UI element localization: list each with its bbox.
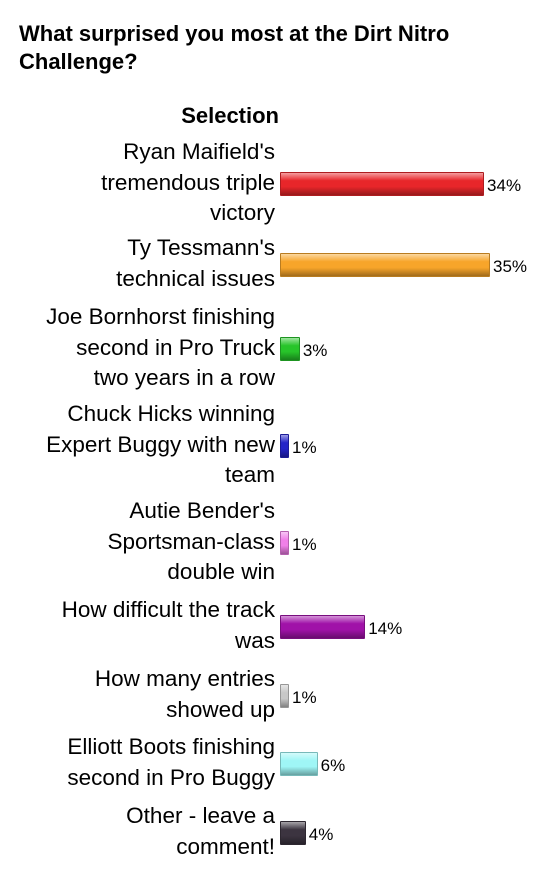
option-label-line: Autie Bender's [129, 498, 275, 523]
option-label-line: Other - leave a [126, 803, 275, 828]
result-row: How difficult the track was 14% [0, 595, 554, 656]
option-label-line: Expert Buggy with new [46, 431, 275, 457]
result-row: Elliott Boots finishing second in Pro Bug… [0, 732, 554, 793]
option-label-line: Ryan Maifield's [123, 139, 275, 164]
option-label: Autie Bender's Sportsman-class double win [0, 496, 275, 588]
option-label-line: technical issues [116, 265, 275, 291]
result-percentage: 4% [308, 824, 334, 844]
result-row: How many entries showed up 1% [0, 664, 554, 725]
result-bar [280, 433, 289, 458]
result-bar [280, 751, 318, 776]
option-label-line: second in Pro Buggy [67, 764, 275, 790]
option-label: Joe Bornhorst finishing second in Pro Tru… [0, 302, 275, 394]
option-label-line: comment! [176, 833, 275, 859]
result-row: Other - leave a comment! 4% [0, 801, 554, 862]
result-percentage: 1% [292, 687, 317, 707]
result-percentage: 14% [368, 618, 403, 638]
option-label-line: Sportsman-class [107, 528, 275, 554]
result-row: Ty Tessmann's technical issues 35% [0, 233, 554, 294]
result-row: Ryan Maifield's tremendous triple victory 3… [0, 137, 554, 229]
result-bar [280, 820, 306, 845]
option-label: Chuck Hicks winning Expert Buggy with new… [0, 399, 275, 491]
result-row: Joe Bornhorst finishing second in Pro Tru… [0, 302, 554, 394]
result-percentage: 34% [487, 175, 522, 195]
result-percentage: 6% [320, 755, 346, 775]
option-label-line: team [224, 462, 275, 487]
option-label-line: double win [167, 559, 275, 584]
option-label-line: tremendous triple [101, 169, 275, 195]
option-label: How many entries showed up [0, 664, 275, 725]
result-bar [280, 530, 289, 555]
result-bar [280, 336, 300, 361]
option-label-line: Joe Bornhorst finishing [46, 304, 275, 329]
option-label: Elliott Boots finishing second in Pro Bug… [0, 732, 275, 793]
result-row: Chuck Hicks winning Expert Buggy with new… [0, 399, 554, 491]
option-label: Ty Tessmann's technical issues [0, 233, 275, 294]
result-percentage: 1% [292, 534, 317, 554]
result-bar [280, 614, 366, 639]
option-label-line: How many entries [94, 666, 275, 691]
poll-title: What surprised you most at the Dirt Nitr… [19, 21, 450, 74]
option-label: Other - leave a comment! [0, 801, 275, 862]
result-percentage: 1% [292, 437, 317, 457]
option-label-line: Ty Tessmann's [127, 235, 275, 260]
result-bar [280, 683, 289, 708]
option-label-line: two years in a row [93, 365, 275, 390]
option-label-line: showed up [166, 696, 275, 722]
option-label-line: was [234, 627, 275, 653]
option-label-line: Chuck Hicks winning [67, 401, 275, 426]
selection-column-header: Selection [181, 103, 279, 128]
option-label-line: How difficult the track [61, 597, 275, 622]
result-bar [280, 252, 490, 277]
result-bar [280, 171, 485, 196]
result-row: Autie Bender's Sportsman-class double win 1… [0, 496, 554, 588]
option-label-line: second in Pro Truck [76, 334, 275, 360]
result-percentage: 3% [302, 340, 328, 360]
option-label-line: Elliott Boots finishing [67, 734, 275, 759]
option-label-line: victory [209, 200, 275, 225]
option-label: How difficult the track was [0, 595, 275, 656]
result-percentage: 35% [493, 256, 528, 276]
option-label: Ryan Maifield's tremendous triple victory [0, 137, 275, 229]
